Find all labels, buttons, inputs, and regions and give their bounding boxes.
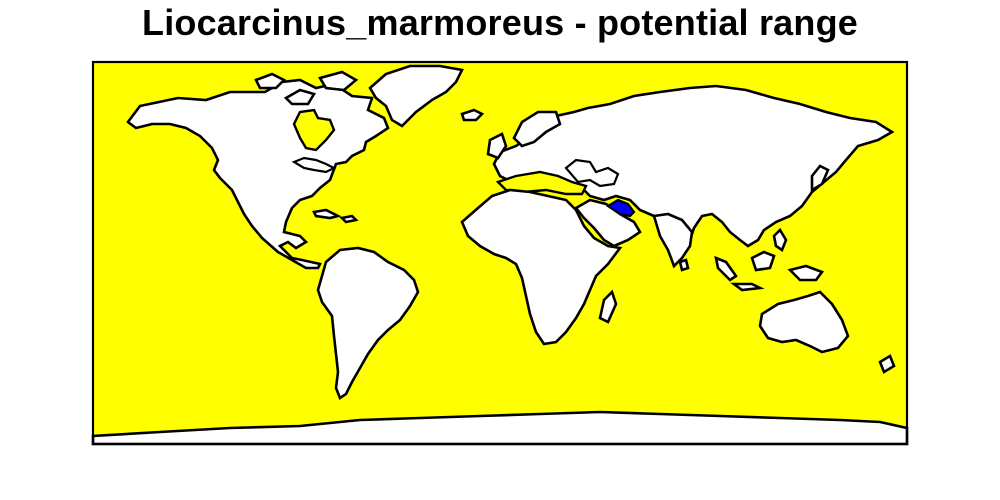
hudson-bay <box>292 108 336 152</box>
indian-subcontinent <box>652 212 694 269</box>
sri-lanka <box>678 258 690 272</box>
japan <box>810 164 830 193</box>
greenland <box>368 64 464 128</box>
persian-gulf-presence <box>605 198 636 218</box>
caspian-sea <box>564 158 620 188</box>
antarctica <box>91 410 909 446</box>
new-zealand <box>878 354 896 374</box>
borneo <box>750 250 776 272</box>
new-guinea <box>787 264 825 282</box>
arctic-island-2 <box>318 70 359 92</box>
philippines <box>772 227 788 252</box>
landmasses <box>91 64 909 446</box>
map-title: Liocarcinus_marmoreus - potential range <box>142 2 858 43</box>
australia <box>758 290 850 354</box>
cuba <box>312 208 342 220</box>
scandinavia <box>512 110 562 148</box>
madagascar <box>598 289 618 324</box>
british-isles <box>486 132 508 160</box>
great-lakes <box>291 156 337 174</box>
africa <box>460 188 623 346</box>
eurasia <box>492 84 895 253</box>
map-border <box>91 60 909 446</box>
arctic-island-1 <box>283 88 316 106</box>
sumatra <box>714 255 738 282</box>
iceland <box>460 108 485 122</box>
hispaniola <box>339 214 359 224</box>
south-america <box>316 246 420 400</box>
arctic-island-3 <box>254 72 287 90</box>
java <box>730 282 765 292</box>
arabian-peninsula <box>574 198 642 248</box>
